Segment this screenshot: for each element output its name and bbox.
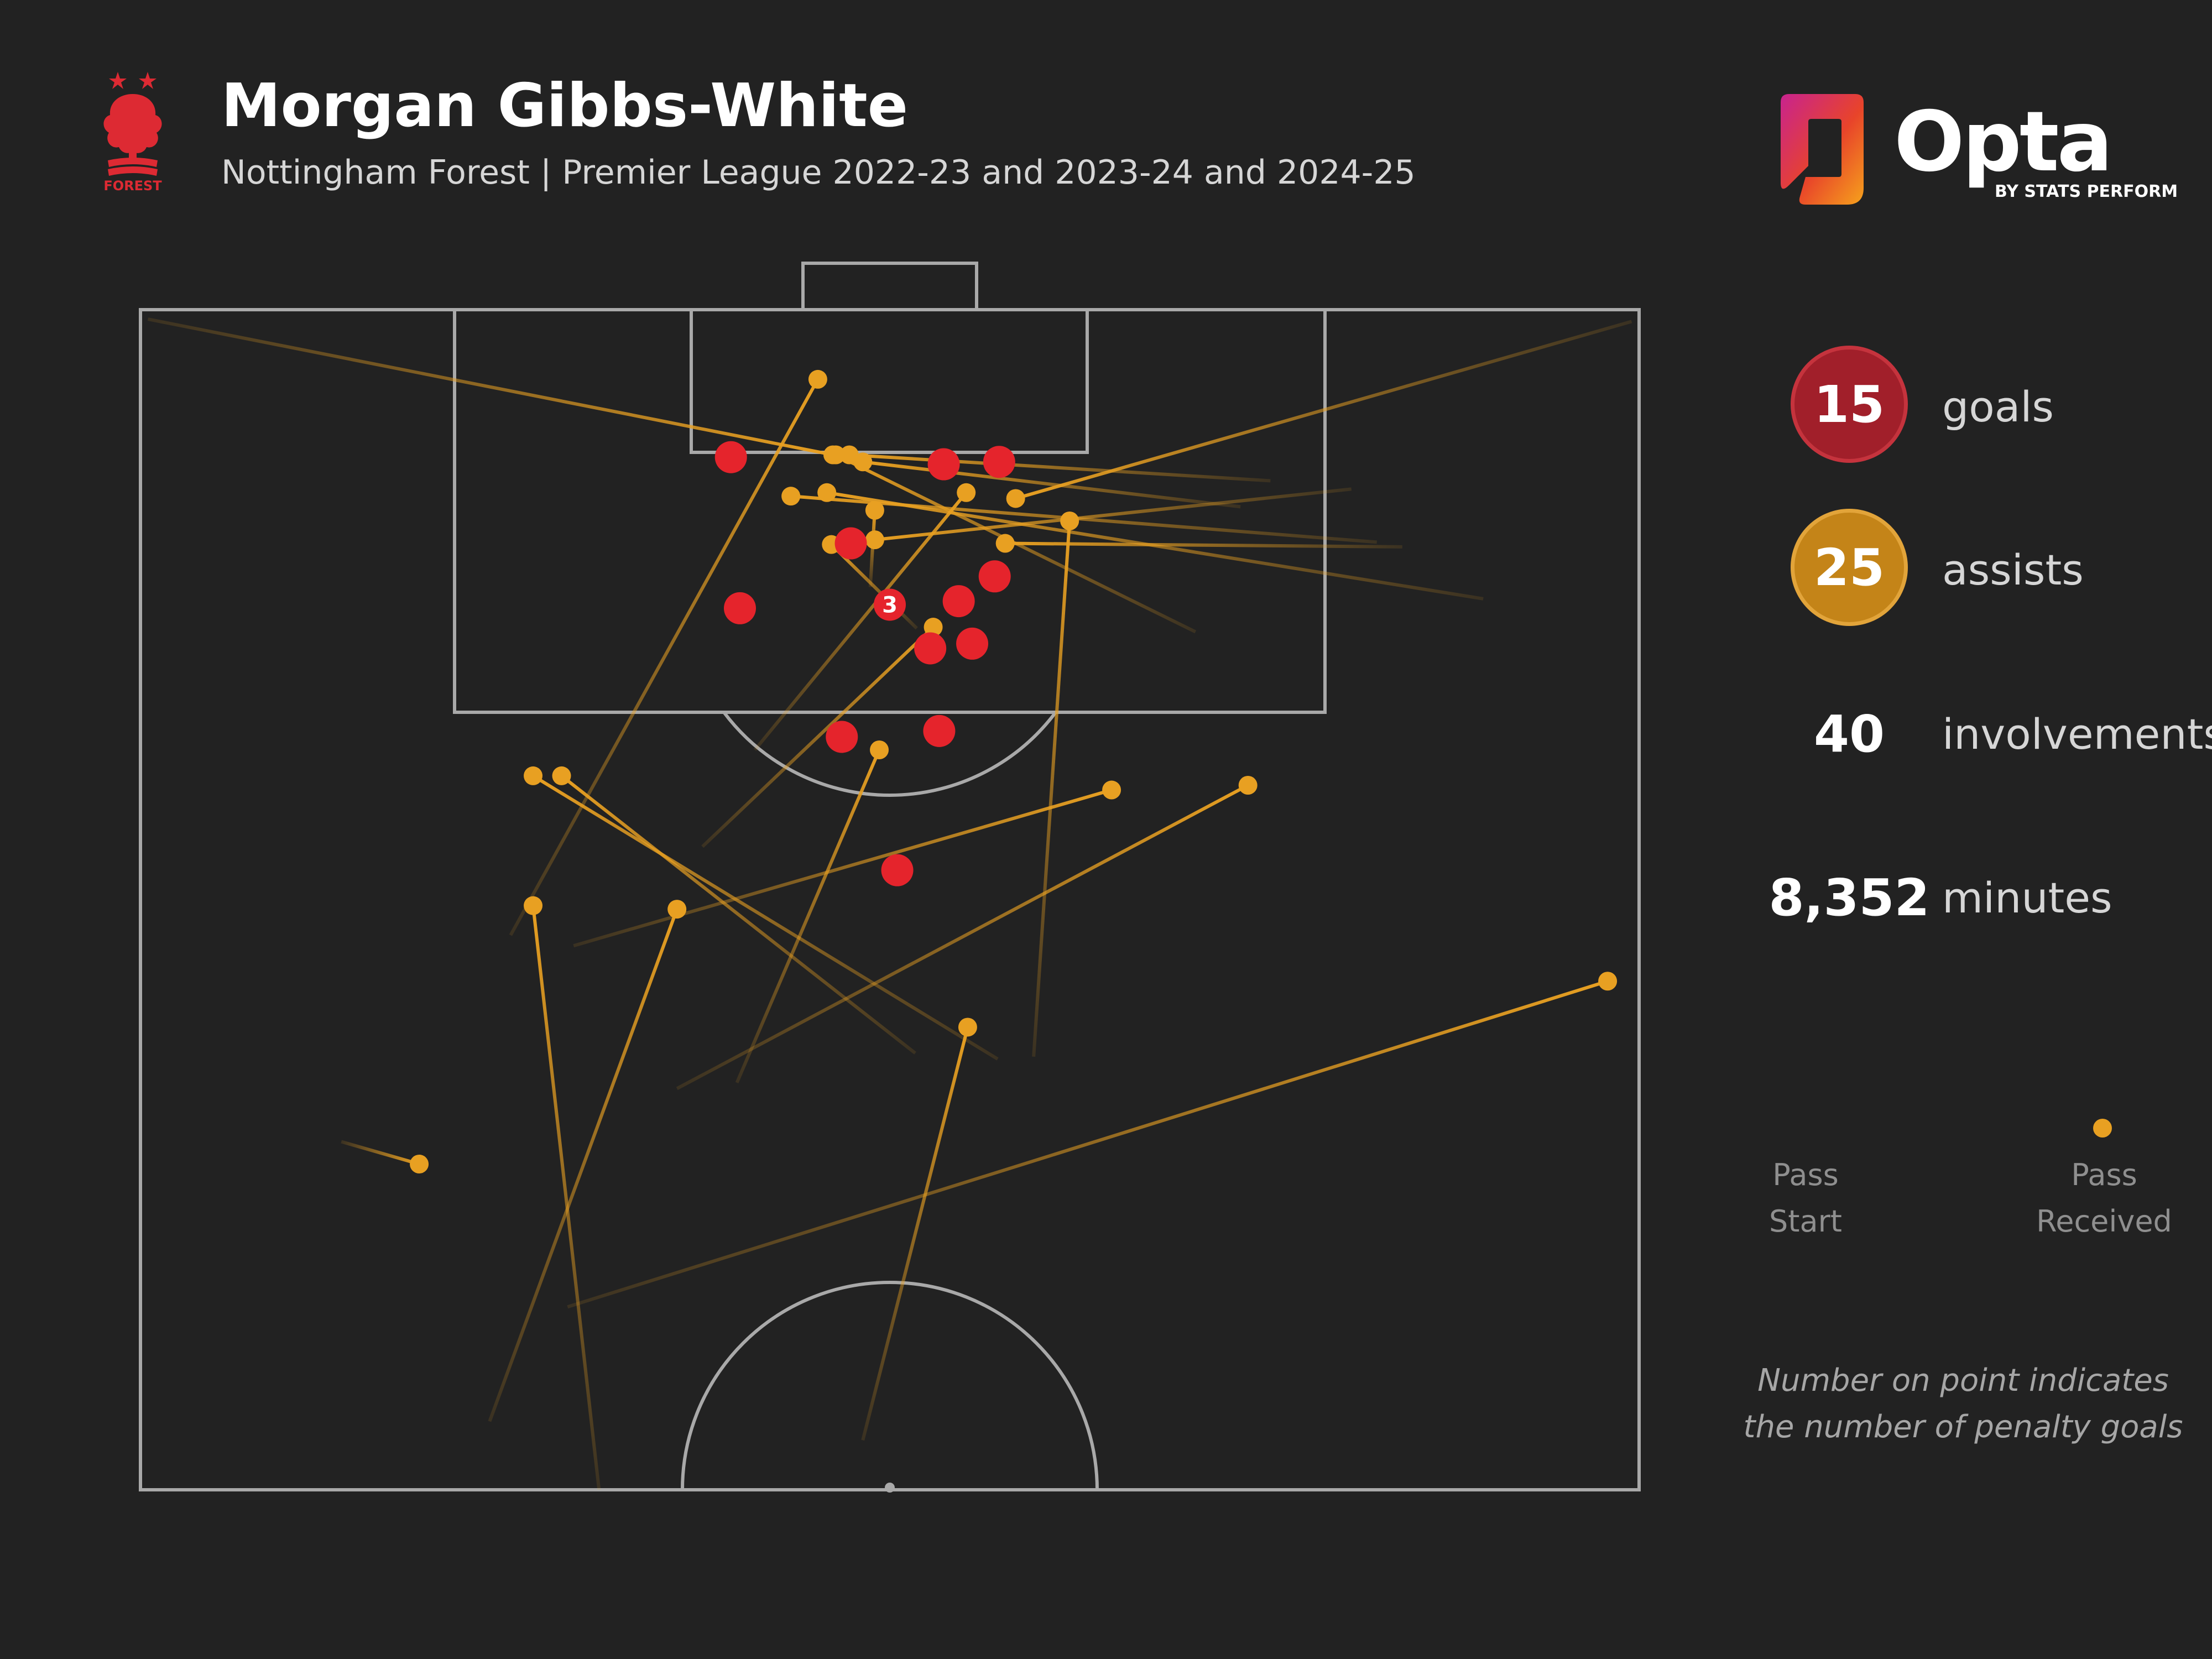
involvements-label: involvements: [1942, 709, 2212, 759]
assist-receive-point: [865, 530, 884, 550]
assist-receive-point: [870, 740, 889, 759]
assist-pass-line: [1015, 320, 1632, 500]
assist-pass-line: [341, 1140, 420, 1166]
pass-received-marker: [2093, 1119, 2112, 1138]
assists-label: assists: [1942, 545, 2084, 594]
assists-layer: [147, 317, 1632, 1490]
assist-receive-point: [524, 766, 543, 785]
legend-pass-start: Pass Start: [1769, 1157, 1842, 1239]
assist-pass-line: [753, 491, 968, 751]
minutes-label: minutes: [1942, 873, 2112, 922]
assist-receive-point: [958, 1018, 977, 1037]
assist-pass-line: [676, 784, 1249, 1091]
assist-pass-line: [560, 774, 916, 1055]
assist-receive-point: [1238, 776, 1258, 795]
goal-point: [983, 446, 1015, 478]
assist-pass-line: [701, 625, 935, 848]
goal-point: [978, 560, 1011, 593]
assist-pass-line: [868, 510, 877, 587]
assist-receive-point: [1598, 972, 1618, 991]
assist-pass-line: [790, 494, 1377, 544]
center-spot: [885, 1483, 895, 1493]
assist-receive-point: [808, 369, 827, 389]
assists-badge: 25: [1791, 509, 1908, 626]
opta-mark-icon: [1781, 94, 1864, 205]
assist-receive-point: [995, 534, 1015, 553]
assist-pass-line: [735, 749, 881, 1083]
penalty-note: Number on point indicates the number of …: [1743, 1363, 2183, 1445]
assist-receive-point: [552, 766, 571, 785]
assist-pass-line: [861, 1026, 969, 1441]
opta-wordmark: Opta: [1894, 94, 2113, 190]
assist-receive-point: [524, 896, 543, 915]
goal-point: [956, 627, 989, 660]
assist-pass-line: [1005, 541, 1402, 549]
page-subtitle: Nottingham Forest | Premier League 2022-…: [221, 153, 1416, 192]
assist-pass-line: [874, 487, 1352, 542]
club-crest-logo: FOREST: [103, 72, 162, 194]
opta-logo: Opta BY STATS PERFORM: [1767, 88, 2178, 216]
assist-pass-line: [531, 905, 601, 1490]
assist-pass-line: [147, 317, 833, 457]
pass-legend-line: [1805, 1119, 2112, 1138]
assist-receive-point: [667, 900, 687, 919]
goal-point: [724, 592, 756, 624]
legend-pass-received: Pass Received: [2036, 1157, 2172, 1239]
goal-point: [923, 714, 956, 747]
assist-receive-point: [924, 618, 943, 637]
opta-byline: BY STATS PERFORM: [1995, 182, 2178, 201]
goal-point: [714, 441, 747, 473]
goals-label: goals: [1942, 382, 2054, 431]
assist-receive-point: [865, 500, 884, 520]
minutes-value: 8,352: [1768, 868, 1930, 927]
goal-point: [927, 448, 960, 481]
goal-point: [834, 527, 867, 560]
assist-receive-point: [1060, 511, 1079, 530]
assist-pass-line: [573, 788, 1112, 948]
page-title: Morgan Gibbs-White: [221, 71, 909, 140]
assist-receive-point: [781, 487, 801, 506]
assists-value: 25: [1813, 538, 1885, 597]
pitch-chart: 3: [139, 262, 1641, 1493]
goals-badge: 15: [1791, 346, 1908, 463]
assist-receive-point: [957, 483, 976, 502]
assist-pass-line: [567, 979, 1608, 1309]
involvements-value: 40: [1813, 705, 1885, 764]
assist-pass-line: [532, 774, 999, 1061]
assist-receive-point: [826, 445, 846, 465]
assist-receive-point: [410, 1155, 429, 1174]
goals-layer: 3: [714, 441, 1015, 886]
assist-receive-point: [1006, 489, 1025, 508]
assist-pass-line: [862, 460, 1241, 509]
assist-pass-line: [509, 378, 820, 936]
goal-point: [881, 854, 914, 886]
goals-value: 15: [1813, 374, 1885, 434]
assist-pass-line: [1032, 520, 1072, 1057]
assist-pass-line: [849, 453, 1271, 483]
goal-point: [914, 632, 947, 665]
penalty-count-label: 3: [882, 593, 898, 618]
goal-point: [874, 588, 906, 621]
assist-receive-point: [1102, 780, 1121, 800]
goal-point: [942, 585, 975, 618]
goal-point: [826, 721, 858, 753]
assist-pass-line: [488, 909, 679, 1422]
club-crest-text: FOREST: [103, 178, 162, 194]
